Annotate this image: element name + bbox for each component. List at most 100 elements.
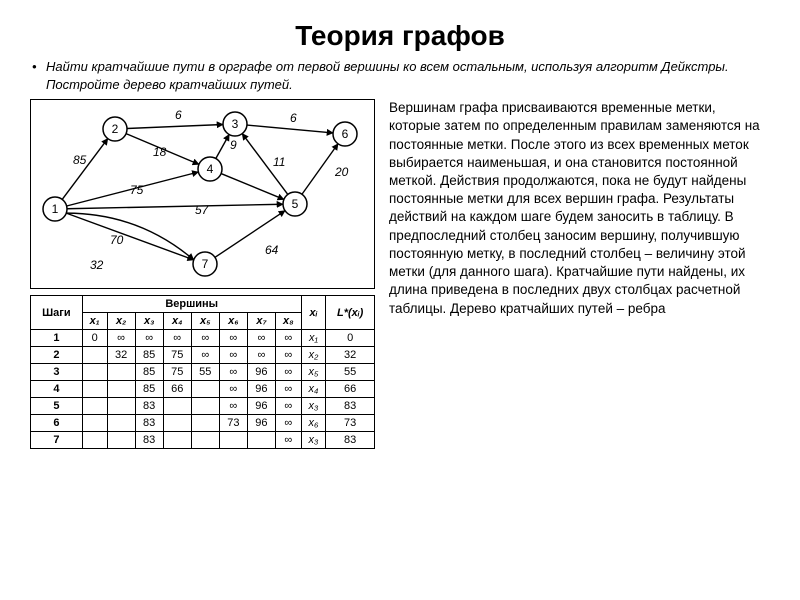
cell-L: 83 [326, 398, 375, 415]
cell-value [163, 398, 191, 415]
cell-value: 96 [247, 415, 275, 432]
cell-value: ∞ [247, 347, 275, 364]
col-tail: xᵢ [301, 296, 326, 330]
cell-value: ∞ [163, 330, 191, 347]
dijkstra-table: ШагиВершиныxᵢL*(xᵢ)x₁x₂x₃x₄x₅x₆x₇x₈10∞∞∞… [30, 295, 375, 449]
cell-value [82, 347, 107, 364]
table-row: 48566∞96∞x₄66 [31, 381, 375, 398]
graph-edge [62, 139, 108, 200]
col-tail: L*(xᵢ) [326, 296, 375, 330]
cell-value: 73 [219, 415, 247, 432]
graph-box: 8561875577032911206641234567 [30, 99, 375, 289]
cell-xi: x₃ [301, 398, 326, 415]
cell-value: ∞ [191, 347, 219, 364]
cell-step: 6 [31, 415, 83, 432]
cell-value: ∞ [275, 330, 301, 347]
table-row: 783∞x₃83 [31, 432, 375, 449]
cell-step: 1 [31, 330, 83, 347]
col-x: x₃ [135, 313, 163, 330]
cell-value: ∞ [219, 398, 247, 415]
cell-L: 73 [326, 415, 375, 432]
cell-value: 96 [247, 381, 275, 398]
cell-value: 96 [247, 398, 275, 415]
cell-L: 32 [326, 347, 375, 364]
graph-edge [216, 135, 229, 159]
cell-value: 85 [135, 381, 163, 398]
cell-value [107, 381, 135, 398]
cell-value [82, 381, 107, 398]
cell-step: 2 [31, 347, 83, 364]
cell-value: 32 [107, 347, 135, 364]
table-row: 3857555∞96∞x₅55 [31, 364, 375, 381]
edge-weight: 6 [175, 108, 182, 122]
cell-value [82, 432, 107, 449]
edge-weight: 85 [73, 153, 87, 167]
graph-node-label: 2 [112, 122, 119, 136]
table-row: 583∞96∞x₃83 [31, 398, 375, 415]
edge-weight: 6 [290, 111, 297, 125]
edge-weight: 70 [110, 233, 124, 247]
cell-value [247, 432, 275, 449]
graph-node-label: 7 [202, 257, 209, 271]
col-x: x₇ [247, 313, 275, 330]
cell-value: 75 [163, 347, 191, 364]
cell-value: 96 [247, 364, 275, 381]
graph-edge [302, 144, 338, 194]
col-x: x₁ [82, 313, 107, 330]
edge-weight: 32 [90, 258, 104, 272]
cell-value [107, 364, 135, 381]
cell-value: 83 [135, 398, 163, 415]
cell-value [219, 432, 247, 449]
graph-node-label: 1 [52, 202, 59, 216]
graph-edge [127, 125, 223, 129]
cell-value: ∞ [275, 347, 301, 364]
col-x: x₄ [163, 313, 191, 330]
edge-weight: 20 [334, 165, 349, 179]
graph-node-label: 4 [207, 162, 214, 176]
cell-value: ∞ [219, 347, 247, 364]
cell-xi: x₃ [301, 432, 326, 449]
table-row: 6837396∞x₆73 [31, 415, 375, 432]
cell-value [82, 398, 107, 415]
cell-step: 5 [31, 398, 83, 415]
graph-node-label: 5 [292, 197, 299, 211]
explanation-text: Вершинам графа присваиваются временные м… [389, 99, 770, 318]
col-vertices: Вершины [82, 296, 301, 313]
edge-weight: 57 [195, 203, 210, 217]
cell-L: 55 [326, 364, 375, 381]
table-row: 2328575∞∞∞∞x₂32 [31, 347, 375, 364]
cell-value: 83 [135, 432, 163, 449]
cell-value [82, 364, 107, 381]
cell-value: 66 [163, 381, 191, 398]
cell-value: ∞ [275, 381, 301, 398]
cell-value: ∞ [219, 381, 247, 398]
col-x: x₆ [219, 313, 247, 330]
cell-value [163, 432, 191, 449]
cell-value: ∞ [275, 415, 301, 432]
cell-xi: x₁ [301, 330, 326, 347]
cell-step: 7 [31, 432, 83, 449]
col-x: x₈ [275, 313, 301, 330]
content-row: 8561875577032911206641234567 ШагиВершины… [30, 99, 770, 449]
edge-weight: 64 [265, 243, 279, 257]
graph-edge [247, 125, 333, 133]
cell-value [191, 398, 219, 415]
cell-xi: x₂ [301, 347, 326, 364]
cell-step: 4 [31, 381, 83, 398]
graph-node-label: 6 [342, 127, 349, 141]
col-x: x₅ [191, 313, 219, 330]
cell-L: 0 [326, 330, 375, 347]
graph-svg: 8561875577032911206641234567 [35, 104, 370, 284]
left-column: 8561875577032911206641234567 ШагиВершины… [30, 99, 375, 449]
cell-value [107, 398, 135, 415]
cell-value: ∞ [135, 330, 163, 347]
cell-value [163, 415, 191, 432]
cell-value: 55 [191, 364, 219, 381]
cell-value: ∞ [107, 330, 135, 347]
cell-xi: x₅ [301, 364, 326, 381]
task-text: Найти кратчайшие пути в орграфе от перво… [30, 58, 770, 93]
cell-value: 85 [135, 364, 163, 381]
graph-node-label: 3 [232, 117, 239, 131]
table-row: 10∞∞∞∞∞∞∞x₁0 [31, 330, 375, 347]
cell-value: 0 [82, 330, 107, 347]
